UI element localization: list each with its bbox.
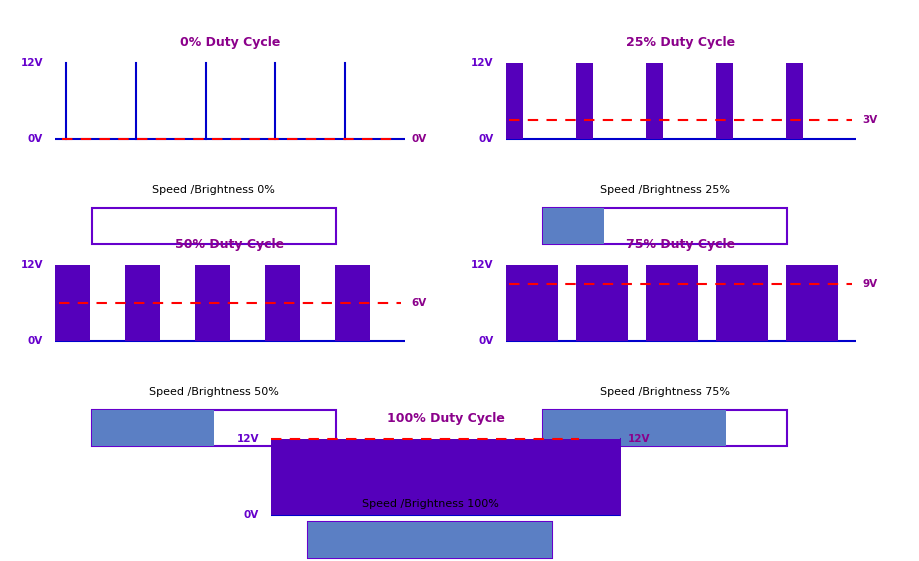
Text: 12V: 12V: [628, 434, 650, 444]
Text: Speed /Brightness 25%: Speed /Brightness 25%: [599, 185, 729, 195]
Text: 3V: 3V: [862, 115, 877, 125]
Bar: [575, 63, 593, 139]
Text: 0V: 0V: [28, 134, 43, 144]
Text: 0V: 0V: [478, 134, 494, 144]
Bar: [271, 439, 620, 515]
Bar: [92, 410, 213, 446]
Bar: [55, 265, 90, 341]
Bar: [505, 265, 558, 341]
Text: 0V: 0V: [412, 134, 426, 144]
Text: Speed /Brightness 100%: Speed /Brightness 100%: [361, 499, 498, 509]
Title: 0% Duty Cycle: 0% Duty Cycle: [179, 36, 280, 49]
Bar: [645, 265, 698, 341]
Bar: [125, 265, 160, 341]
Text: 12V: 12V: [20, 58, 43, 68]
Text: 12V: 12V: [20, 260, 43, 270]
Text: 0V: 0V: [244, 510, 259, 520]
Bar: [785, 63, 802, 139]
Bar: [542, 410, 725, 446]
Text: 12V: 12V: [471, 260, 494, 270]
Text: 6V: 6V: [412, 298, 426, 308]
Bar: [715, 265, 767, 341]
Bar: [505, 63, 523, 139]
Text: 12V: 12V: [236, 434, 259, 444]
Title: 50% Duty Cycle: 50% Duty Cycle: [176, 238, 284, 251]
Text: 9V: 9V: [862, 279, 877, 289]
Text: 12V: 12V: [471, 58, 494, 68]
Bar: [785, 265, 837, 341]
Text: Speed /Brightness 50%: Speed /Brightness 50%: [149, 387, 278, 397]
Text: Speed /Brightness 75%: Speed /Brightness 75%: [599, 387, 729, 397]
Text: 0V: 0V: [478, 336, 494, 346]
Bar: [575, 265, 628, 341]
Bar: [265, 265, 300, 341]
Bar: [335, 265, 369, 341]
Bar: [195, 265, 230, 341]
Text: 0V: 0V: [28, 336, 43, 346]
Title: 100% Duty Cycle: 100% Duty Cycle: [387, 412, 505, 425]
Bar: [542, 208, 603, 244]
Bar: [645, 63, 663, 139]
Title: 25% Duty Cycle: 25% Duty Cycle: [626, 36, 734, 49]
Text: Speed /Brightness 0%: Speed /Brightness 0%: [153, 185, 275, 195]
Bar: [715, 63, 732, 139]
Title: 75% Duty Cycle: 75% Duty Cycle: [626, 238, 734, 251]
